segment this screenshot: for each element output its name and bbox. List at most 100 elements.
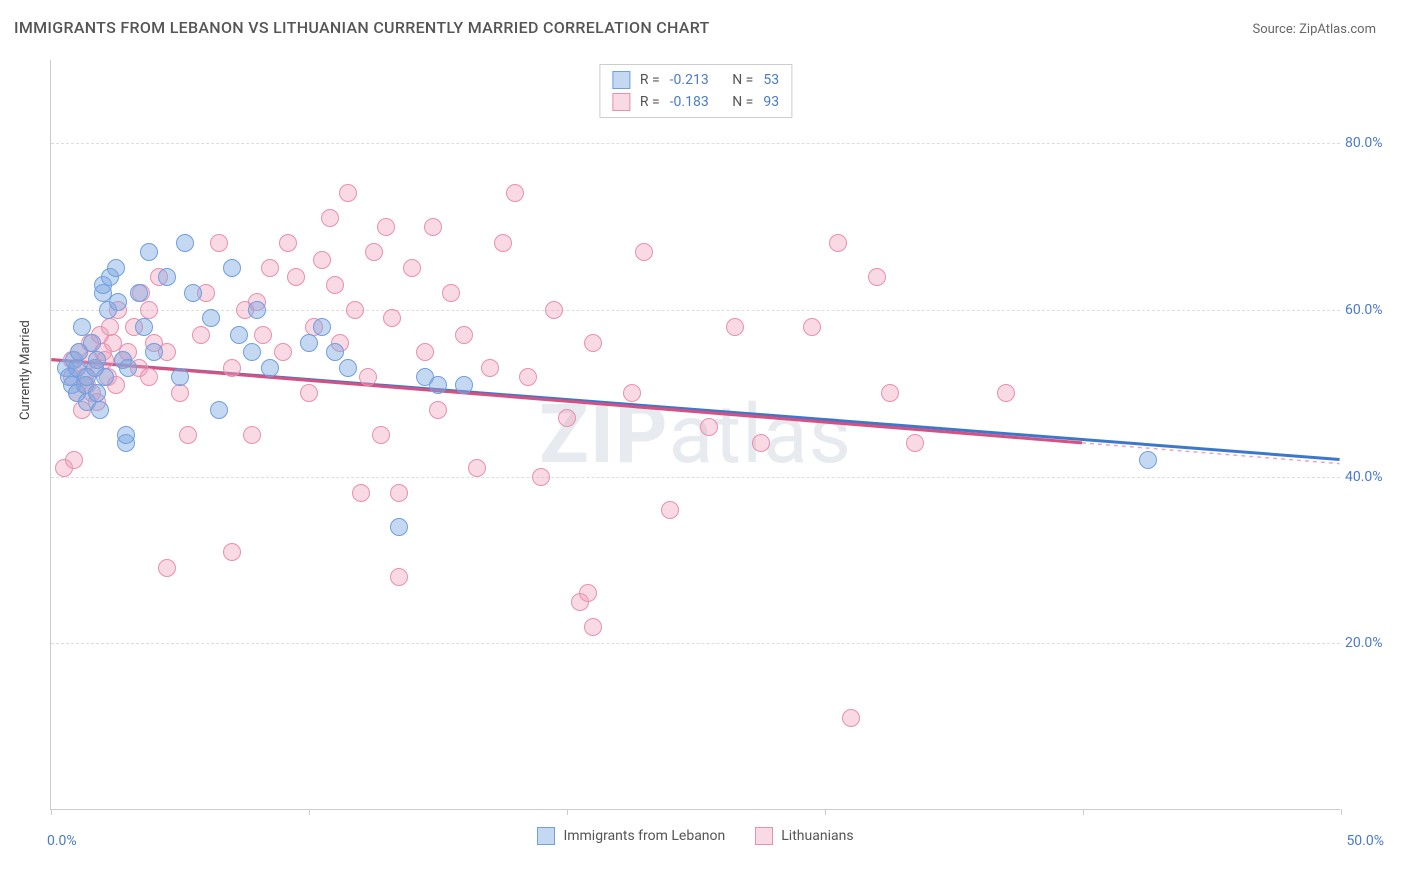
data-point [140, 368, 158, 386]
data-point [261, 359, 279, 377]
data-point [494, 234, 512, 252]
data-point [558, 409, 576, 427]
data-point [176, 234, 194, 252]
data-point [455, 326, 473, 344]
data-point [390, 518, 408, 536]
scatter-chart: ZIPatlas R = -0.213 N = 53 R = -0.183 N … [50, 60, 1340, 810]
data-point [752, 434, 770, 452]
data-point [842, 709, 860, 727]
x-tick [1083, 809, 1084, 815]
data-point [442, 284, 460, 302]
watermark: ZIPatlas [539, 387, 852, 483]
data-point [326, 276, 344, 294]
y-axis-label: Currently Married [18, 320, 33, 420]
data-point [145, 343, 163, 361]
data-point [481, 359, 499, 377]
data-point [429, 401, 447, 419]
data-point [377, 218, 395, 236]
data-point [346, 301, 364, 319]
data-point [243, 426, 261, 444]
data-point [243, 343, 261, 361]
data-point [101, 318, 119, 336]
data-point [117, 426, 135, 444]
data-point [179, 426, 197, 444]
data-point [365, 243, 383, 261]
data-point [313, 251, 331, 269]
data-point [584, 618, 602, 636]
data-point [274, 343, 292, 361]
data-point [321, 209, 339, 227]
legend-swatch-lithuanians-icon [755, 827, 773, 845]
data-point [635, 243, 653, 261]
data-point [88, 351, 106, 369]
y-tick-label: 40.0% [1345, 469, 1400, 485]
data-point [803, 318, 821, 336]
data-point [279, 234, 297, 252]
data-point [997, 384, 1015, 402]
data-point [313, 318, 331, 336]
source-attribution: Source: ZipAtlas.com [1252, 22, 1376, 37]
data-point [287, 268, 305, 286]
data-point [202, 309, 220, 327]
legend-stats-row-1: R = -0.183 N = 93 [612, 91, 779, 113]
data-point [455, 376, 473, 394]
x-tick [567, 809, 568, 815]
data-point [184, 284, 202, 302]
data-point [158, 559, 176, 577]
y-tick-label: 60.0% [1345, 302, 1400, 318]
data-point [584, 334, 602, 352]
data-point [140, 301, 158, 319]
data-point [171, 368, 189, 386]
legend-item-lithuanians: Lithuanians [755, 827, 853, 845]
data-point [579, 584, 597, 602]
legend-stats-row-0: R = -0.213 N = 53 [612, 69, 779, 91]
data-point [416, 343, 434, 361]
data-point [300, 384, 318, 402]
data-point [383, 309, 401, 327]
data-point [210, 401, 228, 419]
data-point [140, 243, 158, 261]
y-tick-label: 80.0% [1345, 135, 1400, 151]
y-tick-label: 20.0% [1345, 635, 1400, 651]
data-point [829, 234, 847, 252]
x-axis-min-label: 0.0% [47, 833, 77, 849]
data-point [532, 468, 550, 486]
data-point [210, 234, 228, 252]
data-point [339, 359, 357, 377]
data-point [192, 326, 210, 344]
data-point [261, 259, 279, 277]
data-point [545, 301, 563, 319]
data-point [372, 426, 390, 444]
data-point [119, 359, 137, 377]
data-point [661, 501, 679, 519]
gridline [51, 477, 1340, 478]
x-tick [309, 809, 310, 815]
legend-stats: R = -0.213 N = 53 R = -0.183 N = 93 [599, 64, 792, 118]
data-point [726, 318, 744, 336]
data-point [107, 259, 125, 277]
data-point [403, 259, 421, 277]
data-point [65, 451, 83, 469]
data-point [223, 259, 241, 277]
data-point [623, 384, 641, 402]
chart-title: IMMIGRANTS FROM LEBANON VS LITHUANIAN CU… [14, 18, 710, 37]
data-point [171, 384, 189, 402]
data-point [109, 293, 127, 311]
data-point [424, 218, 442, 236]
data-point [700, 418, 718, 436]
x-tick [1341, 809, 1342, 815]
gridline [51, 643, 1340, 644]
data-point [506, 184, 524, 202]
data-point [429, 376, 447, 394]
data-point [73, 318, 91, 336]
data-point [223, 359, 241, 377]
gridline [51, 143, 1340, 144]
data-point [230, 326, 248, 344]
data-point [91, 401, 109, 419]
data-point [254, 326, 272, 344]
legend-series: Immigrants from Lebanon Lithuanians [51, 827, 1340, 845]
data-point [130, 284, 148, 302]
data-point [868, 268, 886, 286]
legend-swatch-lebanon-icon [537, 827, 555, 845]
data-point [881, 384, 899, 402]
